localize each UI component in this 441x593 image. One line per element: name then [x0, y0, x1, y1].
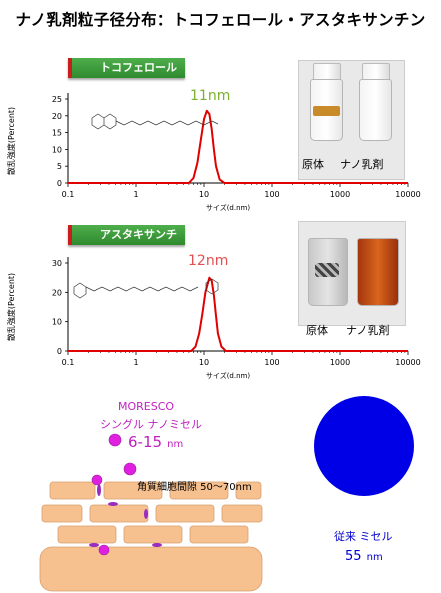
photo-caption-nano: ナノ乳剤 — [340, 158, 384, 171]
nano-micelle-size-unit: nm — [167, 439, 184, 450]
gap-particle — [97, 484, 101, 496]
cell — [103, 481, 163, 500]
page-title: ナノ乳剤粒子径分布：トコフェロール・アスタキサンチン — [15, 11, 426, 29]
cell — [41, 504, 83, 523]
x-tick-label: 100 — [264, 190, 279, 199]
cell — [89, 504, 149, 523]
cell — [189, 525, 249, 544]
gap-particle — [152, 543, 162, 547]
size-distribution-chart-tocopherol: トコフェロール 11nm 原体 ナノ乳剤 0.1 1 10 100 1000 10000 0… — [0, 0, 441, 215]
vials-photo — [298, 221, 406, 326]
nano-micelle — [123, 462, 137, 476]
gap-particle — [89, 543, 99, 547]
x-tick-label: 10000 — [395, 190, 420, 199]
x-tick-label: 1 — [133, 358, 138, 367]
cell — [49, 481, 96, 500]
y-axis-label: 散乱強度(Percent) — [6, 107, 16, 175]
skin-base — [39, 546, 263, 592]
gap-particle — [108, 502, 118, 506]
conventional-size-unit: nm — [366, 552, 383, 563]
skin-layer-graphic — [39, 396, 414, 592]
chart-title-banner: トコフェロール — [68, 58, 185, 78]
y-tick-label: 0 — [57, 179, 62, 188]
raw-particles — [315, 263, 339, 277]
size-distribution-chart-astaxanthin: アスタキサンチン 12nm 原体 ナノ乳剤 0.1 1 10 100 1000 10000… — [0, 215, 441, 390]
x-tick-label: 0.1 — [62, 358, 75, 367]
gap-particle — [144, 509, 148, 519]
nano-micelle-size: 6-15 nm — [128, 432, 183, 451]
x-axis-label: サイズ(d.nm) — [206, 371, 250, 380]
conventional-micelle — [314, 396, 414, 496]
cell — [221, 504, 263, 523]
y-tick-label: 15 — [52, 129, 62, 138]
molecule-structure-icon — [91, 113, 219, 130]
vial-raw — [308, 238, 348, 306]
y-tick-label: 30 — [52, 259, 62, 268]
peak-label: 12nm — [188, 253, 229, 269]
vial-raw — [310, 79, 343, 141]
x-tick-label: 1000 — [330, 358, 350, 367]
x-tick-label: 10 — [199, 190, 209, 199]
cell — [123, 525, 183, 544]
x-axis-label: サイズ(d.nm) — [206, 203, 250, 212]
chart-plot: 0.1 1 10 100 1000 10000 0 10 20 30 サイズ(d.nm) 散乱強度(P… — [6, 257, 421, 380]
conventional-micelle-size: 55 nm — [345, 545, 383, 564]
distribution-line — [68, 109, 408, 184]
photo-caption-raw: 原体 — [302, 158, 324, 171]
y-tick-label: 20 — [52, 288, 62, 297]
peak-label: 11nm — [190, 88, 231, 104]
cell — [169, 481, 229, 500]
photo-caption-nano: ナノ乳剤 — [346, 324, 390, 337]
chart-plot: 0.1 1 10 100 1000 10000 0 5 10 15 20 25 サイズ(d.nm) 散乱強… — [6, 93, 421, 212]
distribution-line — [68, 276, 408, 352]
nano-micelle — [91, 474, 103, 486]
nano-micelle-name: シングル ナノミセル — [100, 418, 202, 431]
nano-micelle — [108, 433, 122, 447]
vials-photo — [298, 60, 405, 180]
cell — [235, 481, 262, 500]
conventional-size-value: 55 — [345, 549, 362, 564]
nano-micelle — [98, 544, 110, 556]
nano-micelle-size-value: 6-15 — [128, 433, 163, 451]
y-axis-label: 散乱強度(Percent) — [6, 273, 16, 341]
cell — [57, 525, 117, 544]
photo-caption-raw: 原体 — [306, 324, 328, 337]
y-tick-label: 5 — [57, 162, 62, 171]
intercellular-gap-label: 角質細胞間隙 50～70nm — [137, 482, 252, 493]
y-tick-label: 10 — [52, 318, 62, 327]
micelle-diagram: MORESCO シングル ナノミセル 6-15 nm 角質細胞間隙 50～70n… — [0, 390, 441, 593]
x-tick-label: 10000 — [395, 358, 420, 367]
x-tick-label: 1 — [133, 190, 138, 199]
y-tick-label: 25 — [52, 95, 62, 104]
vial-nano-emulsion — [357, 238, 399, 306]
x-tick-label: 1000 — [330, 190, 350, 199]
cell — [155, 504, 215, 523]
raw-oil-layer — [313, 106, 340, 116]
y-tick-label: 20 — [52, 112, 62, 121]
y-tick-label: 0 — [57, 347, 62, 356]
x-tick-label: 10 — [199, 358, 209, 367]
x-tick-label: 0.1 — [62, 190, 75, 199]
molecule-structure-icon — [73, 278, 219, 299]
conventional-micelle-name: 従来 ミセル — [334, 530, 393, 543]
x-tick-label: 100 — [264, 358, 279, 367]
vial-nano-emulsion — [359, 79, 392, 141]
chart-title-banner: アスタキサンチン — [68, 225, 185, 261]
brand-name: MORESCO — [118, 400, 175, 413]
y-tick-label: 10 — [52, 145, 62, 154]
